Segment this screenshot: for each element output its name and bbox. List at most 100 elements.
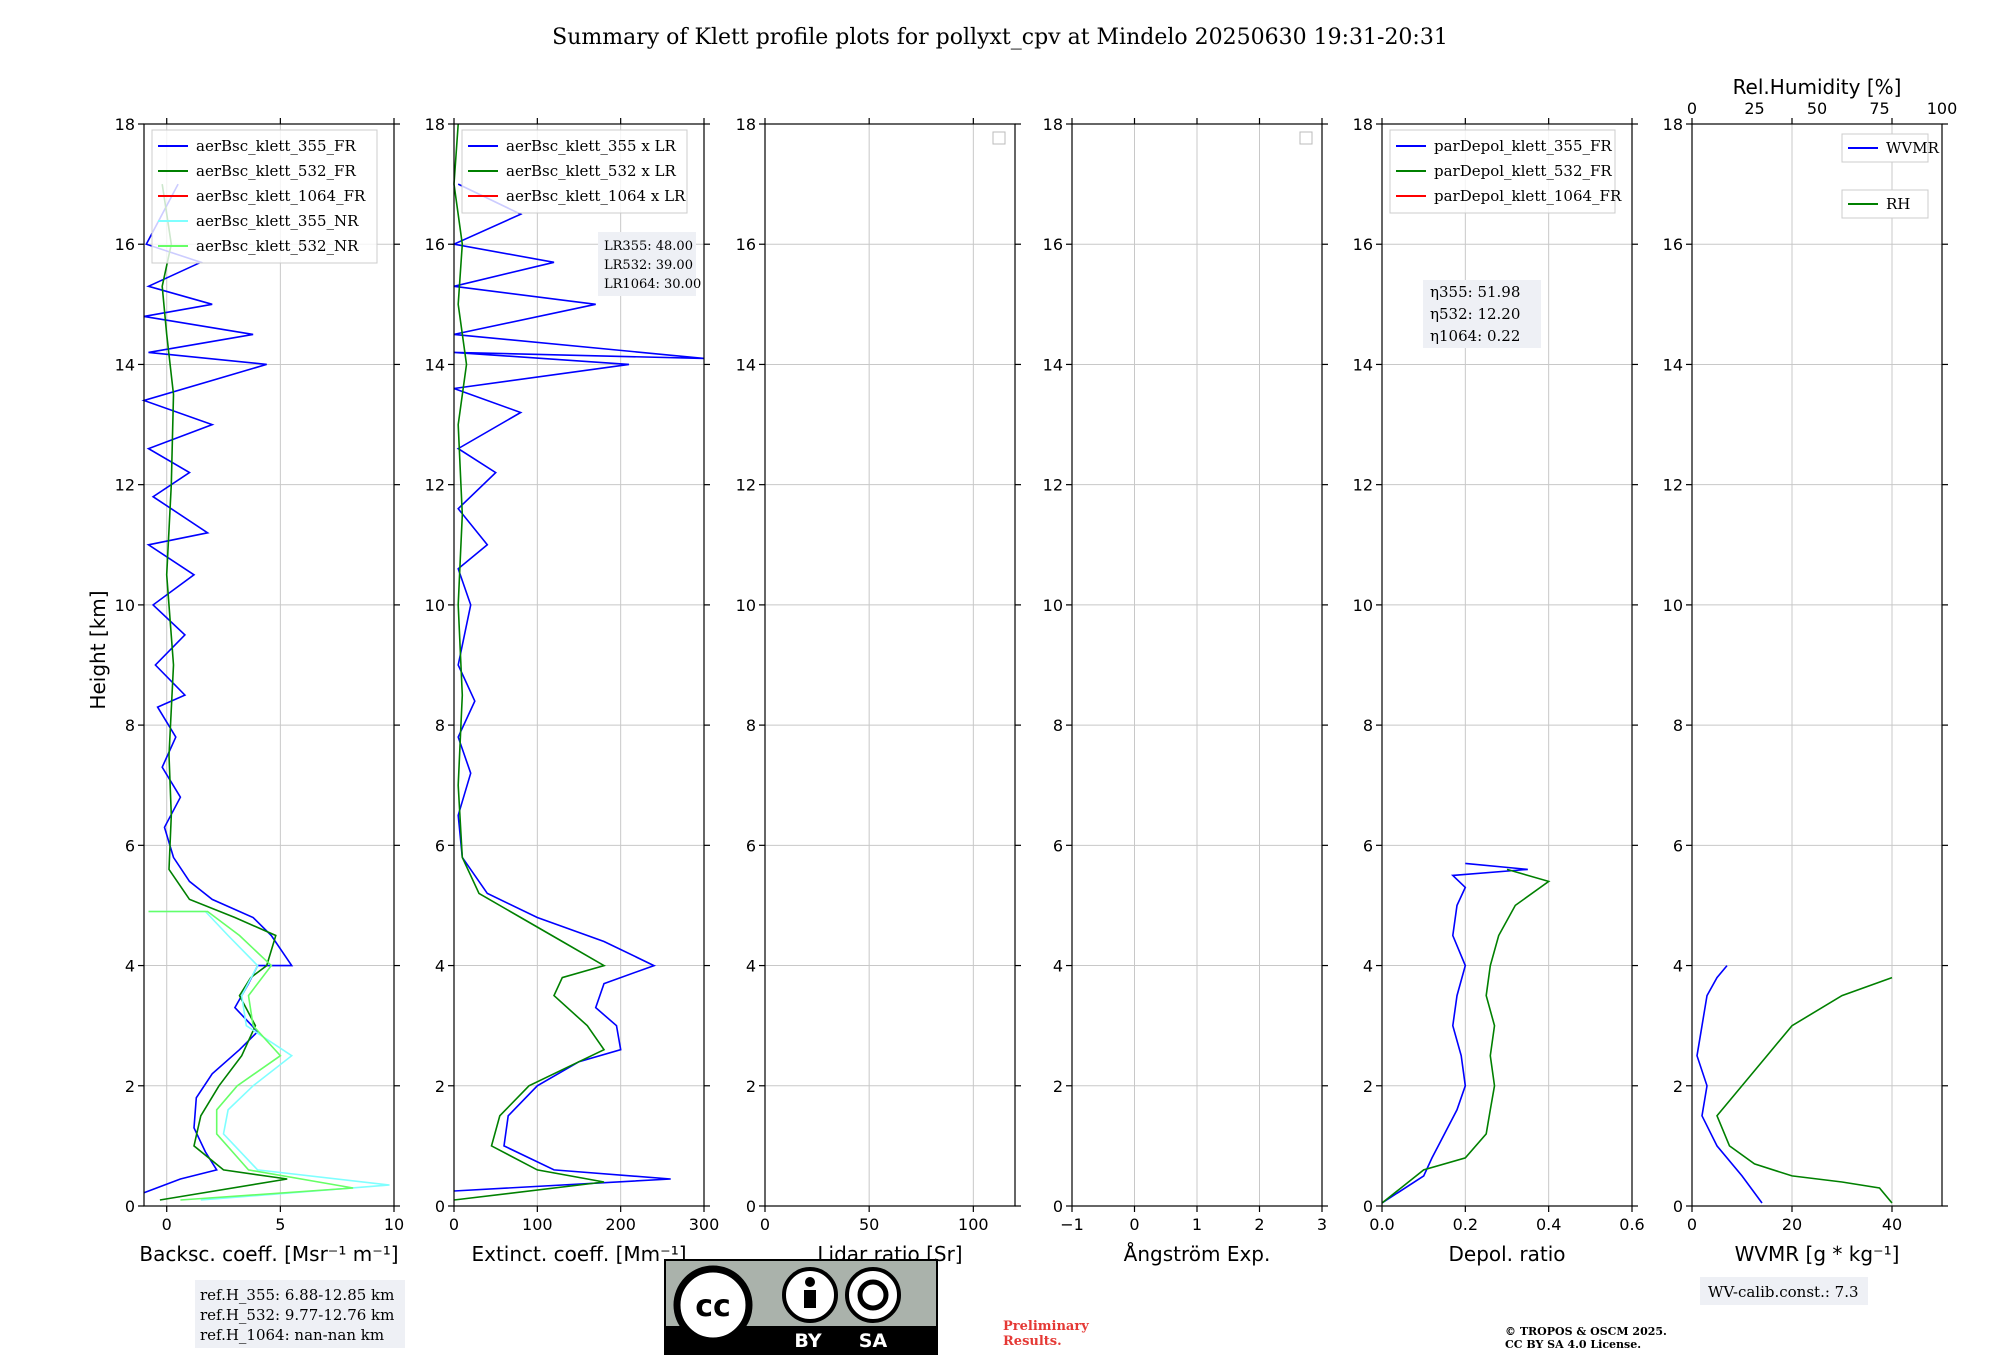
x-tick-label: 50: [859, 1215, 879, 1234]
y-tick-label: 2: [746, 1077, 756, 1096]
x-tick-label: 40: [1882, 1215, 1902, 1234]
y-tick-label: 4: [1053, 957, 1063, 976]
y-tick-label: 2: [125, 1077, 135, 1096]
y-tick-label: 14: [425, 355, 445, 374]
series-line-1: [159, 183, 288, 1201]
y-tick-label: 6: [435, 836, 445, 855]
x-tick-label: 0: [162, 1215, 172, 1234]
ref-h-1064: ref.H_1064: nan-nan km: [200, 1326, 384, 1344]
preliminary-note-line1: Preliminary: [1003, 1319, 1089, 1334]
y-tick-label: 12: [1663, 476, 1683, 495]
y-tick-label: 18: [425, 115, 445, 134]
sa-share-icon: [845, 1267, 901, 1323]
wv-calib-box: WV-calib.const.: 7.3: [1700, 1277, 1868, 1305]
legend-label: aerBsc_klett_355 x LR: [506, 137, 677, 155]
series-line-1: [1381, 868, 1551, 1204]
y-tick-label: 18: [1663, 115, 1683, 134]
legend-label: aerBsc_klett_532 x LR: [506, 162, 677, 180]
y-tick-label: 2: [435, 1077, 445, 1096]
top-x-tick-label: 0: [1687, 99, 1697, 118]
figure-title: Summary of Klett profile plots for polly…: [552, 25, 1448, 50]
eta-value: η532: 12.20: [1430, 305, 1520, 323]
x-tick-label: 5: [275, 1215, 285, 1234]
legend-label: WVMR: [1886, 139, 1940, 157]
x-tick-label: 200: [605, 1215, 636, 1234]
y-tick-label: 8: [1673, 716, 1683, 735]
copyright-line2: CC BY SA 4.0 License.: [1505, 1338, 1641, 1351]
wv-calib-constant: WV-calib.const.: 7.3: [1708, 1283, 1859, 1301]
cc-by-sa-badge: cc BY SA: [664, 1259, 938, 1355]
y-tick-label: 6: [1673, 836, 1683, 855]
cc-icon: [673, 1265, 753, 1345]
y-tick-label: 2: [1053, 1077, 1063, 1096]
y-tick-label: 6: [1363, 836, 1373, 855]
y-tick-label: 18: [115, 115, 135, 134]
x-tick-label: 0.2: [1453, 1215, 1478, 1234]
empty-legend-box: [992, 131, 1006, 145]
y-tick-label: 0: [1673, 1197, 1683, 1216]
y-tick-label: 12: [1043, 476, 1063, 495]
legend-box: [1389, 129, 1616, 214]
copyright-line1: © TROPOS & OSCM 2025.: [1505, 1325, 1667, 1338]
legend-box: [461, 129, 688, 214]
y-tick-label: 2: [1363, 1077, 1373, 1096]
lidar-ratio-value: LR532: 39.00: [604, 258, 693, 273]
top-x-axis-label: Rel.Humidity [%]: [1733, 75, 1902, 99]
y-tick-label: 2: [1673, 1077, 1683, 1096]
panel-frame: [764, 123, 1016, 1207]
legend-label: parDepol_klett_355_FR: [1434, 137, 1612, 155]
y-tick-label: 4: [435, 957, 445, 976]
y-tick-label: 0: [435, 1197, 445, 1216]
x-tick-label: 0: [1687, 1215, 1697, 1234]
top-x-tick-label: 25: [1744, 99, 1764, 118]
y-tick-label: 6: [1053, 836, 1063, 855]
y-axis-label: Height [km]: [86, 590, 110, 709]
y-tick-label: 12: [1353, 476, 1373, 495]
series-line-1: [453, 123, 607, 1201]
lidar-ratio-value: LR1064: 30.00: [604, 277, 701, 292]
svg-text:SA: SA: [859, 1330, 888, 1352]
reference-heights-box: ref.H_355: 6.88-12.85 km ref.H_532: 9.77…: [195, 1280, 405, 1348]
lidar-ratio-box: [598, 232, 696, 296]
ref-h-532: ref.H_532: 9.77-12.76 km: [200, 1306, 394, 1324]
x-tick-label: 20: [1782, 1215, 1802, 1234]
legend-label: aerBsc_klett_355_NR: [196, 212, 359, 230]
x-tick-label: −1: [1060, 1215, 1084, 1234]
y-tick-label: 16: [1353, 235, 1373, 254]
series-line-0: [1696, 965, 1763, 1204]
panel-frame: [1381, 123, 1633, 1207]
y-tick-label: 8: [1053, 716, 1063, 735]
x-tick-label: 3: [1317, 1215, 1327, 1234]
panel-frame: [453, 123, 705, 1207]
y-tick-label: 8: [125, 716, 135, 735]
y-tick-label: 0: [125, 1197, 135, 1216]
eta-value: η1064: 0.22: [1430, 327, 1520, 345]
y-tick-label: 10: [1663, 596, 1683, 615]
legend-box: [151, 129, 378, 264]
y-tick-label: 4: [1363, 957, 1373, 976]
svg-text:BY: BY: [794, 1330, 821, 1352]
series-line-4: [148, 910, 354, 1201]
y-tick-label: 18: [1043, 115, 1063, 134]
y-tick-label: 4: [1673, 957, 1683, 976]
x-tick-label: 0: [1129, 1215, 1139, 1234]
y-tick-label: 10: [1043, 596, 1063, 615]
series-line-0: [451, 183, 705, 1192]
y-tick-label: 10: [736, 596, 756, 615]
legend-label: aerBsc_klett_355_FR: [196, 137, 356, 155]
y-tick-label: 4: [746, 957, 756, 976]
y-tick-label: 0: [1053, 1197, 1063, 1216]
x-tick-label: 100: [958, 1215, 989, 1234]
y-tick-label: 10: [1353, 596, 1373, 615]
y-tick-label: 8: [746, 716, 756, 735]
series-line-3: [148, 910, 390, 1201]
y-tick-label: 16: [115, 235, 135, 254]
panel-frame: [143, 123, 395, 1207]
legend-label: RH: [1886, 195, 1910, 213]
y-tick-label: 8: [435, 716, 445, 735]
y-tick-label: 14: [1353, 355, 1373, 374]
